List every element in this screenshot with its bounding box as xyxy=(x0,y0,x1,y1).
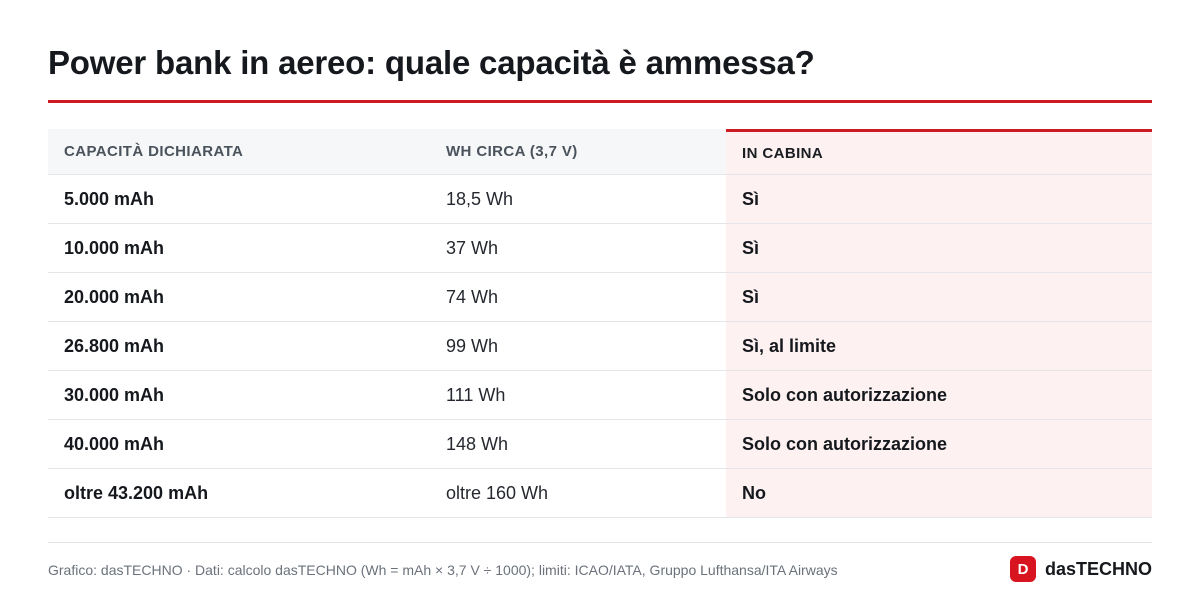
cell-wh: 99 Wh xyxy=(446,335,499,356)
table-row: 20.000 mAh 74 Wh Sì xyxy=(48,273,1152,322)
brand-mark-icon: D xyxy=(1009,556,1036,582)
cell-wh: 37 Wh xyxy=(446,237,499,258)
title-divider xyxy=(48,100,1152,103)
table-row: 5.000 mAh 18,5 Wh Sì xyxy=(48,175,1152,224)
table-row: 40.000 mAh 148 Wh Solo con autorizzazione xyxy=(48,420,1152,469)
column-header-capacity: CAPACITÀ DICHIARATA xyxy=(48,129,430,174)
cell-wh: 111 Wh xyxy=(446,384,506,405)
table-row: oltre 43.200 mAh oltre 160 Wh No xyxy=(48,469,1152,518)
table-header-row: CAPACITÀ DICHIARATA WH CIRCA (3,7 V) IN … xyxy=(48,129,1152,175)
table-row: 30.000 mAh 111 Wh Solo con autorizzazione xyxy=(48,371,1152,420)
table-row: 10.000 mAh 37 Wh Sì xyxy=(48,224,1152,273)
cell-cabin: Solo con autorizzazione xyxy=(726,420,1152,468)
cell-cabin: No xyxy=(726,469,1152,517)
table-body: 5.000 mAh 18,5 Wh Sì 10.000 mAh 37 Wh Sì 20.00… xyxy=(48,175,1152,518)
cell-wh: 74 Wh xyxy=(446,286,499,307)
cell-capacity: 30.000 mAh xyxy=(64,384,165,405)
cell-cabin: Solo con autorizzazione xyxy=(726,371,1152,419)
cell-wh: oltre 160 Wh xyxy=(446,482,549,503)
cell-capacity: oltre 43.200 mAh xyxy=(64,482,209,503)
brand-logo: D dasTECHNO xyxy=(1009,556,1152,582)
cell-wh: 18,5 Wh xyxy=(446,188,514,209)
cell-wh: 148 Wh xyxy=(446,433,509,454)
table-row: 26.800 mAh 99 Wh Sì, al limite xyxy=(48,322,1152,371)
cell-capacity: 40.000 mAh xyxy=(64,433,165,454)
footer-divider xyxy=(48,542,1152,543)
cell-capacity: 10.000 mAh xyxy=(64,237,165,258)
cell-capacity: 20.000 mAh xyxy=(64,286,165,307)
cell-cabin: Sì xyxy=(726,175,1152,223)
cell-capacity: 5.000 mAh xyxy=(64,188,155,209)
cell-capacity: 26.800 mAh xyxy=(64,335,165,356)
column-header-cabin: IN CABINA xyxy=(726,129,1152,174)
cell-cabin: Sì xyxy=(726,224,1152,272)
source-note: Grafico: dasTECHNO · Dati: calcolo dasTE… xyxy=(48,562,838,578)
cell-cabin: Sì xyxy=(726,273,1152,321)
cell-cabin: Sì, al limite xyxy=(726,322,1152,370)
column-header-wh: WH CIRCA (3,7 V) xyxy=(430,129,726,174)
capacity-table: CAPACITÀ DICHIARATA WH CIRCA (3,7 V) IN … xyxy=(48,129,1152,518)
brand-name: dasTECHNO xyxy=(1044,558,1152,579)
chart-title: Power bank in aereo: quale capacità è am… xyxy=(48,44,815,81)
